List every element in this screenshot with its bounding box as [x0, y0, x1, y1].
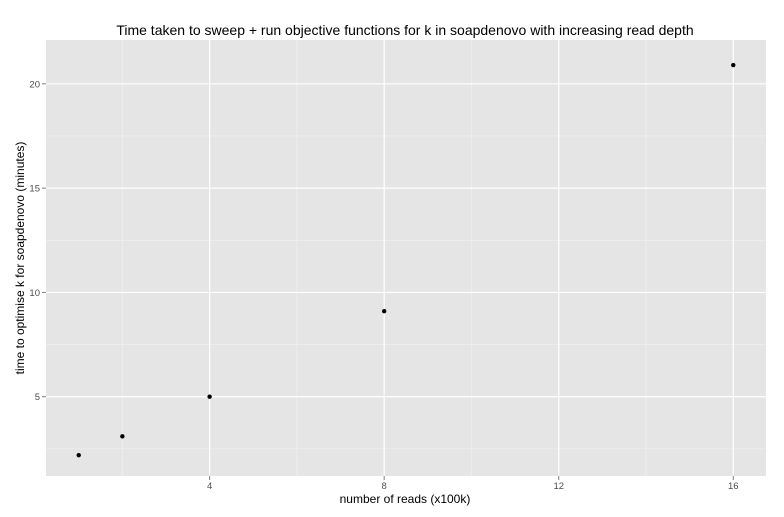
x-tick-label: 12 — [553, 481, 564, 492]
y-tick-label: 5 — [35, 392, 40, 403]
y-tick-label: 15 — [29, 184, 40, 195]
y-tick-label: 20 — [29, 79, 40, 90]
data-point — [120, 434, 125, 439]
data-point — [207, 394, 212, 399]
data-point — [76, 452, 81, 458]
chart-title: Time taken to sweep + run objective func… — [116, 22, 693, 38]
x-tick-label: 16 — [728, 481, 739, 492]
data-point — [731, 62, 736, 68]
x-tick-label: 8 — [382, 481, 387, 492]
y-axis-title: time to optimise k for soapdenovo (minut… — [13, 142, 27, 375]
y-tick-label: 10 — [29, 288, 40, 299]
x-tick-label: 4 — [207, 481, 212, 492]
x-axis: 4 8 12 16 — [207, 476, 739, 492]
data-point — [381, 308, 387, 314]
plot-panel — [46, 40, 766, 476]
data-points — [76, 62, 736, 458]
x-axis-title: number of reads (x100k) — [340, 492, 471, 506]
minor-gridlines — [46, 40, 766, 476]
y-axis: 5 10 15 20 — [29, 79, 46, 403]
major-gridlines — [46, 40, 766, 476]
